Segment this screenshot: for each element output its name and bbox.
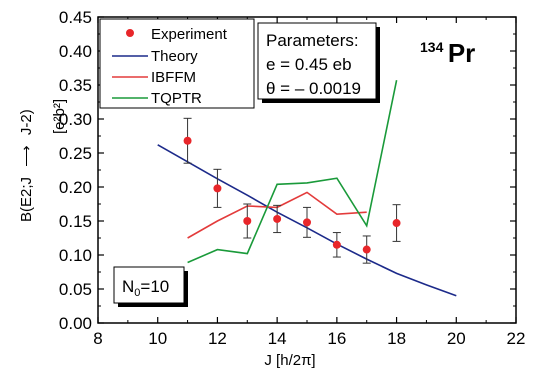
y-tick-label: 0.30 — [59, 110, 92, 129]
y-tick-label: 0.00 — [59, 314, 92, 333]
svg-text:B(E2;J ⟶ J-2): B(E2;J ⟶ J-2) — [18, 109, 35, 222]
x-tick-label: 18 — [387, 329, 406, 348]
y-axis-unit: [e²b²] — [51, 99, 68, 134]
legend-label-experiment: Experiment — [151, 26, 228, 43]
n0-symbol: N — [122, 277, 134, 296]
n0-subscript: 0 — [134, 287, 140, 299]
data-point-experiment — [273, 214, 282, 223]
y-tick-label: 0.35 — [59, 76, 92, 95]
data-point-experiment — [213, 184, 222, 193]
n0-label: N0=10 — [122, 277, 169, 299]
x-tick-label: 10 — [148, 329, 167, 348]
y-tick-label: 0.45 — [59, 8, 92, 27]
x-axis: 8 10 12 14 16 18 20 22 — [93, 17, 525, 348]
data-point-experiment — [332, 240, 341, 249]
data-point-experiment — [243, 217, 252, 225]
legend-marker-experiment — [126, 29, 134, 37]
n0-box: N0=10 — [113, 266, 188, 307]
isotope-symbol: Pr — [448, 38, 475, 68]
x-tick-label: 20 — [447, 329, 466, 348]
legend-box — [99, 18, 255, 109]
x-tick-label: 16 — [327, 329, 346, 348]
legend-label-ibffm: IBFFM — [151, 69, 196, 86]
y-axis-label-arrow: ⟶ — [18, 145, 35, 167]
x-tick-label: 22 — [507, 329, 526, 348]
x-tick-label: 8 — [93, 329, 102, 348]
series-line-tqptr — [187, 80, 398, 264]
y-axis: 0.00 0.05 0.10 0.15 0.20 0.25 0.30 0.35 0.40 0.45 — [59, 8, 516, 333]
isotope-label: 134 Pr — [420, 38, 475, 68]
y-tick-label: 0.20 — [59, 178, 92, 197]
data-point-experiment — [392, 219, 401, 228]
parameters-theta: θ = – 0.0019 — [266, 79, 361, 98]
y-tick-label: 0.10 — [59, 246, 92, 265]
legend: Experiment Theory IBFFM TQPTR — [99, 18, 255, 109]
y-axis-label: B(E2;J ⟶ J-2) — [18, 109, 35, 222]
y-axis-label-main: B(E2;J — [18, 177, 35, 222]
y-tick-label: 0.05 — [59, 280, 92, 299]
x-tick-label: 12 — [208, 329, 227, 348]
n0-value: =10 — [140, 277, 169, 296]
parameters-box: Parameters: e = 0.45 eb θ = – 0.0019 — [257, 22, 380, 103]
y-axis-label-tail: J-2) — [18, 109, 35, 135]
parameters-e: e = 0.45 eb — [266, 55, 352, 74]
data-point-experiment — [362, 245, 371, 254]
legend-label-tqptr: TQPTR — [151, 90, 202, 107]
y-tick-label: 0.15 — [59, 212, 92, 231]
series-layer — [157, 80, 457, 297]
legend-label-theory: Theory — [151, 48, 198, 65]
y-tick-label: 0.40 — [59, 42, 92, 61]
x-axis-label: J [h/2π] — [264, 352, 315, 369]
x-tick-label: 14 — [268, 329, 287, 348]
isotope-mass: 134 — [420, 39, 444, 55]
y-tick-label: 0.25 — [59, 144, 92, 163]
data-point-experiment — [183, 136, 192, 145]
data-point-experiment — [303, 218, 311, 227]
parameters-title: Parameters: — [266, 31, 359, 50]
